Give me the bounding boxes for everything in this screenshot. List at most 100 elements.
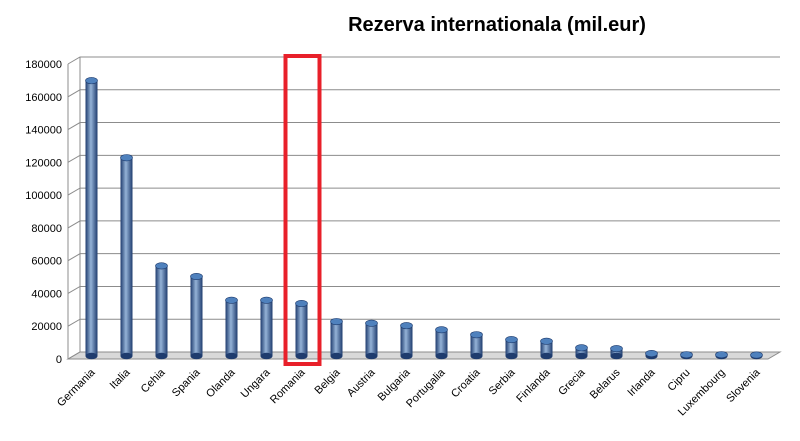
x-tick-label: Grecia — [556, 366, 588, 398]
bar-top — [540, 337, 553, 345]
gridline — [67, 56, 780, 65]
bar-body — [260, 300, 273, 356]
bar — [575, 344, 588, 360]
gridline — [67, 318, 780, 327]
bar-body — [505, 339, 518, 356]
bar-bottom — [470, 352, 483, 360]
x-tick-label: Belarus — [588, 366, 623, 401]
chart-floor — [66, 351, 782, 360]
bar-layer — [85, 77, 763, 360]
bar — [295, 300, 308, 360]
bar-body — [470, 334, 483, 356]
y-tick-label: 120000 — [25, 157, 62, 169]
bar — [190, 273, 203, 360]
bar-bottom — [330, 352, 343, 360]
bar-top — [225, 296, 238, 304]
bar-top — [260, 296, 273, 304]
bar-bottom — [610, 352, 623, 360]
y-tick-label: 60000 — [31, 256, 62, 268]
bar-bottom — [120, 352, 133, 360]
bar — [750, 351, 763, 360]
x-tick-label: Irlanda — [625, 366, 658, 399]
bar — [330, 318, 343, 360]
x-tick-label: Portugalia — [404, 366, 448, 410]
gridline — [67, 187, 780, 196]
chart-title: Rezerva internationala (mil.eur) — [348, 14, 646, 36]
gridline — [67, 285, 780, 294]
gridline — [67, 253, 780, 262]
bar-body — [575, 347, 588, 356]
bar-top — [470, 331, 483, 339]
bar-bottom — [575, 352, 588, 360]
bar-top — [400, 322, 413, 330]
bar-body — [400, 325, 413, 356]
y-tick-label: 160000 — [25, 92, 62, 104]
y-axis-ticks: 0 20000 40000 60000 80000 100000 120000 140000 1… — [25, 59, 62, 366]
bar-bottom — [505, 352, 518, 360]
bar-bottom — [85, 352, 98, 360]
bar-top — [610, 345, 623, 353]
bar-bottom — [295, 352, 308, 360]
bar — [470, 331, 483, 360]
x-tick-label: Serbia — [487, 366, 519, 398]
bar-top — [715, 351, 728, 359]
gridline — [67, 122, 780, 130]
y-tick-label: 100000 — [25, 190, 62, 202]
x-tick-label: Belgia — [313, 366, 344, 397]
x-tick-label: Croatia — [449, 366, 483, 400]
y-tick-label: 180000 — [25, 59, 62, 71]
bar — [120, 154, 133, 360]
bar-body — [155, 265, 168, 356]
bar-top — [645, 350, 658, 358]
bar-body — [120, 157, 133, 356]
bar-body — [295, 303, 308, 356]
bar — [610, 345, 623, 360]
x-tick-label: Austria — [345, 366, 378, 399]
bar-bottom — [435, 352, 448, 360]
bar-body — [435, 329, 448, 356]
bar-body — [330, 321, 343, 356]
bar — [400, 322, 413, 360]
y-tick-label: 140000 — [25, 125, 62, 137]
bar-bottom — [225, 352, 238, 360]
x-tick-label: Ungara — [239, 366, 274, 401]
x-tick-label: Finlanda — [514, 366, 553, 405]
y-tick-label: 20000 — [31, 321, 62, 333]
bar-top — [505, 336, 518, 344]
bar — [365, 319, 378, 360]
bar-top — [330, 318, 343, 326]
y-tick-label: 0 — [56, 354, 62, 366]
bar-top — [120, 154, 133, 162]
gridline — [67, 154, 780, 163]
bar-top — [575, 344, 588, 352]
bar-body — [365, 323, 378, 356]
bar-body — [190, 276, 203, 356]
bar-body — [610, 348, 623, 356]
bar — [540, 337, 553, 360]
bar — [505, 336, 518, 360]
bar — [260, 296, 273, 360]
x-tick-label: Olanda — [204, 366, 238, 400]
bar-bottom — [260, 352, 273, 360]
bar-top — [85, 77, 98, 85]
y-tick-label: 40000 — [31, 288, 62, 300]
bar-body — [85, 80, 98, 357]
bar-top — [190, 273, 203, 281]
x-tick-label: Romania — [268, 366, 308, 406]
x-tick-label: Germania — [55, 366, 98, 409]
bar-top — [750, 351, 763, 359]
x-axis-labels: Germania Italia Cehia Spania Olanda UngaraRom… — [55, 366, 763, 418]
bar-top — [155, 262, 168, 270]
highlight-box — [283, 54, 322, 366]
x-tick-label: Slovenia — [724, 366, 763, 405]
bar — [645, 350, 658, 360]
bar — [435, 326, 448, 360]
bar-top — [295, 300, 308, 308]
bar-top — [435, 326, 448, 334]
x-tick-label: Italia — [108, 366, 134, 392]
bar — [85, 77, 98, 360]
bar-bottom — [365, 352, 378, 360]
grid-layer — [66, 56, 782, 360]
